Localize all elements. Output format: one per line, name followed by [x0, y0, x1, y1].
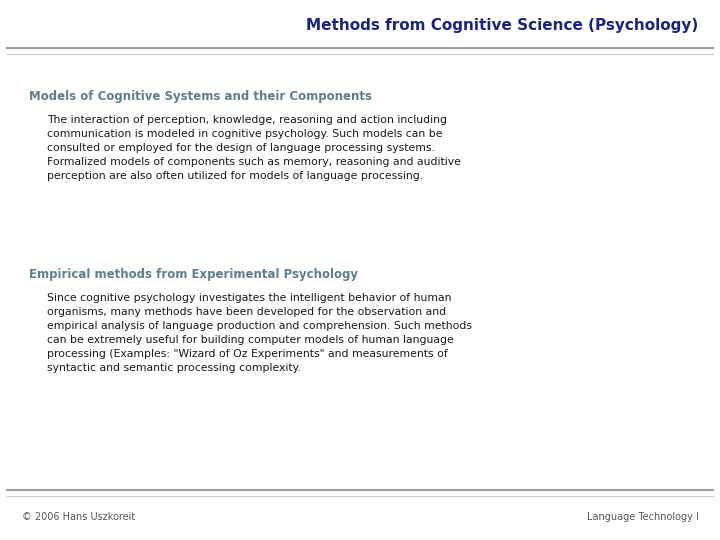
Text: Models of Cognitive Systems and their Components: Models of Cognitive Systems and their Co… — [29, 90, 372, 103]
Text: Since cognitive psychology investigates the intelligent behavior of human
organi: Since cognitive psychology investigates … — [47, 293, 472, 373]
Text: Language Technology I: Language Technology I — [587, 512, 698, 522]
Text: © 2006 Hans Uszkoreit: © 2006 Hans Uszkoreit — [22, 512, 135, 522]
Text: Methods from Cognitive Science (Psychology): Methods from Cognitive Science (Psycholo… — [306, 18, 698, 33]
Text: The interaction of perception, knowledge, reasoning and action including
communi: The interaction of perception, knowledge… — [47, 115, 461, 181]
Text: Empirical methods from Experimental Psychology: Empirical methods from Experimental Psyc… — [29, 268, 358, 281]
